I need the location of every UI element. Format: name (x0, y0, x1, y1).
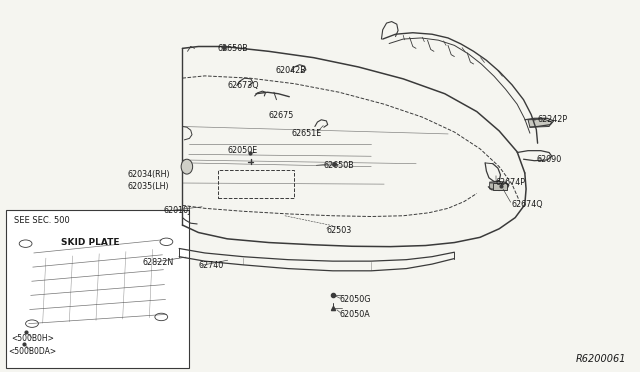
Ellipse shape (181, 159, 193, 174)
Text: <500B0H>: <500B0H> (12, 334, 54, 343)
Text: 62050E: 62050E (227, 146, 257, 155)
Text: 62674P: 62674P (496, 178, 526, 187)
Text: 62650B: 62650B (218, 44, 248, 53)
Text: SKID PLATE: SKID PLATE (61, 238, 119, 247)
Text: R6200061: R6200061 (575, 354, 626, 364)
Text: 62242P: 62242P (538, 115, 568, 124)
Text: 62050G: 62050G (339, 295, 371, 304)
Polygon shape (490, 183, 506, 189)
Text: 62822N: 62822N (142, 258, 173, 267)
Text: 62034(RH): 62034(RH) (128, 170, 171, 179)
Text: 62673Q: 62673Q (227, 81, 259, 90)
Text: SEE SEC. 500: SEE SEC. 500 (14, 216, 70, 225)
Text: 62675: 62675 (269, 111, 294, 120)
Text: 62035(LH): 62035(LH) (128, 182, 170, 190)
Bar (493, 183, 507, 190)
Text: 62050A: 62050A (339, 310, 370, 319)
Text: <500B0DA>: <500B0DA> (8, 347, 56, 356)
Text: 62503: 62503 (326, 226, 351, 235)
Text: 62740: 62740 (198, 262, 223, 270)
Text: 62674Q: 62674Q (512, 200, 543, 209)
Text: 62090: 62090 (536, 155, 561, 164)
Text: 62010J: 62010J (163, 206, 191, 215)
Text: 62651E: 62651E (291, 129, 321, 138)
Bar (6, 210, 189, 368)
Text: 62042B: 62042B (275, 66, 306, 75)
Polygon shape (528, 119, 552, 127)
Bar (218, 170, 294, 198)
Text: 62650B: 62650B (323, 161, 354, 170)
